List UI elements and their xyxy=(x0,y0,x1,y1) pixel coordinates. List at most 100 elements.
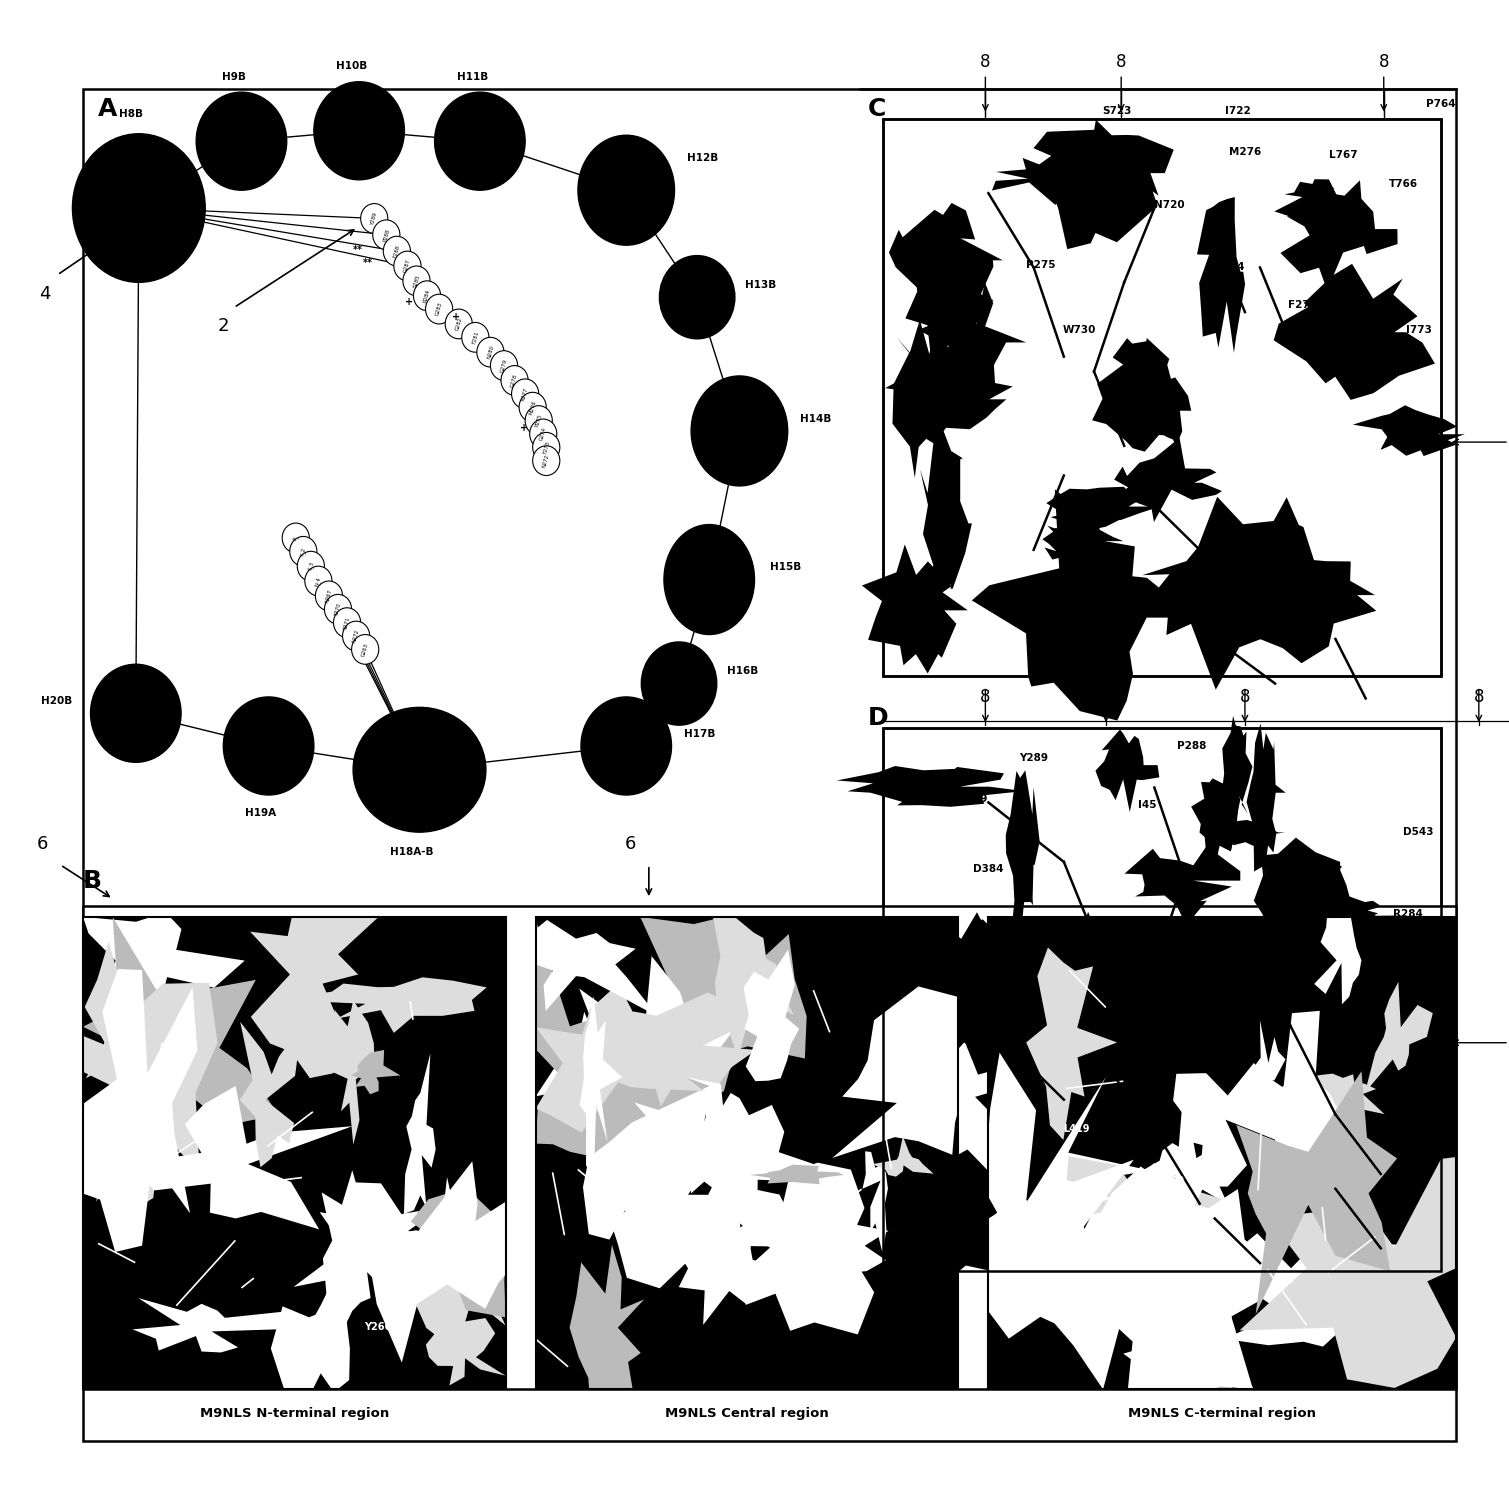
Polygon shape xyxy=(1141,1254,1278,1297)
Ellipse shape xyxy=(691,376,788,486)
Text: +: + xyxy=(519,424,528,432)
Polygon shape xyxy=(1352,406,1465,456)
Text: F281: F281 xyxy=(471,330,480,345)
Text: Q685: Q685 xyxy=(1041,144,1071,153)
Polygon shape xyxy=(1172,1062,1298,1187)
Text: 6: 6 xyxy=(625,835,637,853)
Text: **: ** xyxy=(364,259,373,267)
Polygon shape xyxy=(1014,1156,1236,1276)
Ellipse shape xyxy=(462,322,489,352)
Text: V454: V454 xyxy=(1186,1013,1213,1022)
Polygon shape xyxy=(862,544,967,673)
Polygon shape xyxy=(892,319,958,478)
Polygon shape xyxy=(536,955,742,1210)
Text: Y266: Y266 xyxy=(364,1323,391,1331)
Polygon shape xyxy=(988,1052,1150,1336)
Polygon shape xyxy=(1237,969,1326,1049)
Polygon shape xyxy=(730,1162,874,1334)
Ellipse shape xyxy=(581,697,672,795)
Polygon shape xyxy=(1221,716,1252,829)
Ellipse shape xyxy=(305,566,332,596)
Polygon shape xyxy=(270,1285,350,1389)
Polygon shape xyxy=(972,985,1153,1086)
Text: P_: P_ xyxy=(293,535,299,541)
Ellipse shape xyxy=(343,621,370,651)
Ellipse shape xyxy=(290,536,317,566)
Polygon shape xyxy=(1127,1088,1230,1364)
Text: H12B: H12B xyxy=(687,153,718,163)
Text: L419: L419 xyxy=(960,795,987,804)
Text: I45: I45 xyxy=(1138,801,1156,810)
Polygon shape xyxy=(1043,526,1123,560)
Text: K277: K277 xyxy=(521,386,530,401)
Polygon shape xyxy=(83,982,183,1219)
Polygon shape xyxy=(324,1226,506,1274)
Text: H18A-B: H18A-B xyxy=(391,847,433,857)
Polygon shape xyxy=(945,294,976,421)
Text: T766: T766 xyxy=(1388,180,1418,189)
Text: D543: D543 xyxy=(1403,828,1434,837)
Text: N272: N272 xyxy=(352,629,361,643)
Polygon shape xyxy=(1274,181,1360,221)
Text: G279: G279 xyxy=(499,358,509,373)
Bar xyxy=(883,728,1441,1271)
Polygon shape xyxy=(1005,770,1040,942)
Text: T506: T506 xyxy=(1242,920,1272,929)
Text: A: A xyxy=(98,97,118,120)
Text: 8: 8 xyxy=(1474,688,1483,706)
Text: N720: N720 xyxy=(1154,201,1185,210)
Polygon shape xyxy=(294,1161,477,1363)
Polygon shape xyxy=(1194,542,1376,663)
Polygon shape xyxy=(1088,950,1283,1094)
Polygon shape xyxy=(1162,1227,1233,1389)
Text: P288: P288 xyxy=(1177,742,1207,750)
Ellipse shape xyxy=(196,92,287,190)
Polygon shape xyxy=(1114,438,1222,522)
Polygon shape xyxy=(744,950,800,1082)
Text: H15B: H15B xyxy=(770,562,801,572)
Ellipse shape xyxy=(501,366,528,395)
Text: 8: 8 xyxy=(1379,53,1388,71)
Text: H19A: H19A xyxy=(246,808,276,819)
Polygon shape xyxy=(676,1220,779,1326)
Polygon shape xyxy=(899,391,940,429)
Ellipse shape xyxy=(519,392,546,422)
Polygon shape xyxy=(1093,337,1180,452)
Text: N272: N272 xyxy=(542,453,551,468)
Polygon shape xyxy=(936,932,1062,1055)
Ellipse shape xyxy=(72,134,205,282)
Polygon shape xyxy=(83,969,198,1253)
Text: H8B: H8B xyxy=(119,108,143,119)
Text: Y289: Y289 xyxy=(370,211,379,226)
Polygon shape xyxy=(972,489,1195,721)
Polygon shape xyxy=(1243,1010,1342,1210)
Text: 6: 6 xyxy=(1319,835,1331,853)
Polygon shape xyxy=(373,1177,506,1309)
Ellipse shape xyxy=(445,309,472,339)
Text: F288: F288 xyxy=(392,244,401,259)
Ellipse shape xyxy=(533,432,560,462)
Text: P275: P275 xyxy=(534,413,543,428)
Ellipse shape xyxy=(413,281,441,311)
Text: N267: N267 xyxy=(324,588,333,603)
Text: S270: S270 xyxy=(333,602,343,617)
Bar xyxy=(83,906,1456,1389)
Polygon shape xyxy=(988,1159,1133,1339)
Polygon shape xyxy=(1055,1221,1100,1253)
Ellipse shape xyxy=(361,204,388,233)
Polygon shape xyxy=(628,1149,791,1232)
Text: T547: T547 xyxy=(1381,958,1411,967)
Text: 6: 6 xyxy=(36,835,48,853)
Polygon shape xyxy=(640,917,807,1101)
Polygon shape xyxy=(1310,1113,1417,1162)
Bar xyxy=(536,917,958,1389)
Text: S271: S271 xyxy=(343,615,352,630)
Text: H16B: H16B xyxy=(727,666,759,676)
Polygon shape xyxy=(83,917,244,1048)
Polygon shape xyxy=(320,1208,441,1279)
Ellipse shape xyxy=(352,635,379,664)
Text: E509: E509 xyxy=(1203,954,1233,963)
Ellipse shape xyxy=(426,294,453,324)
Ellipse shape xyxy=(578,135,675,245)
Polygon shape xyxy=(1182,1220,1423,1318)
